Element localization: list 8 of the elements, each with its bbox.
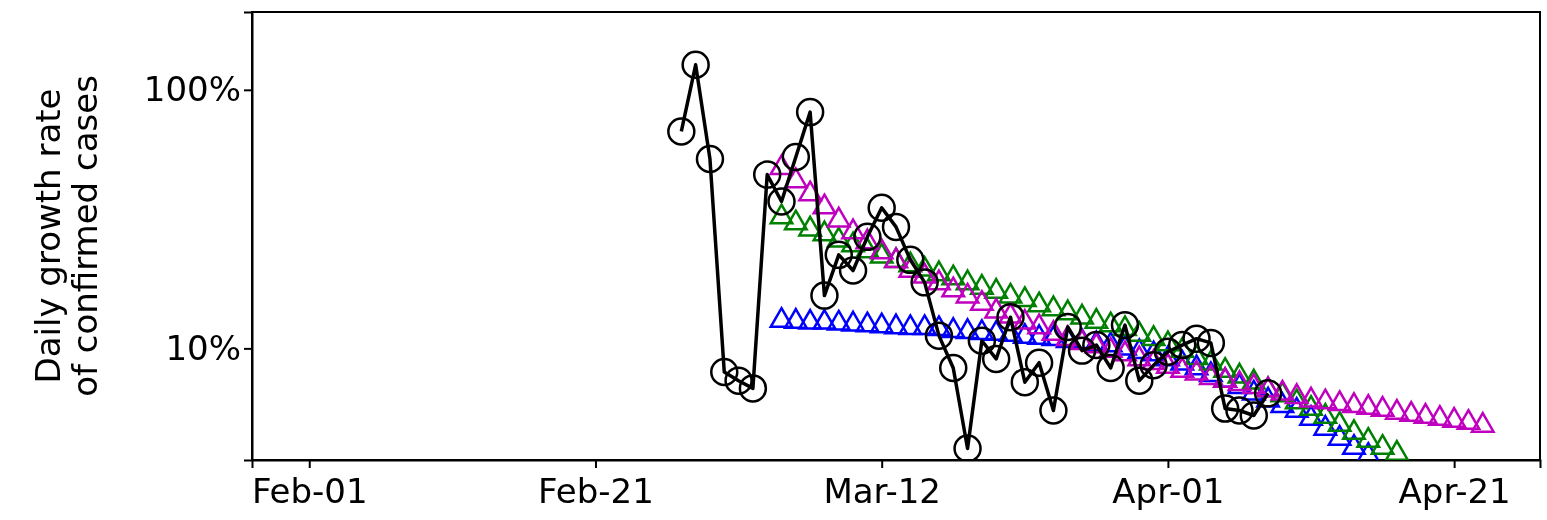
x-tick-label: Feb-01 <box>251 471 368 512</box>
y-tick-label: 100% <box>143 69 241 110</box>
x-tick-label: Feb-21 <box>538 471 654 512</box>
x-tick-label: Apr-21 <box>1398 471 1511 512</box>
x-tick-label: Apr-01 <box>1112 471 1225 512</box>
x-tick-label: Mar-12 <box>823 471 941 512</box>
y-tick-label: 10% <box>165 327 241 368</box>
y-axis-title: Daily growth rate of confirmed cases <box>28 75 106 397</box>
